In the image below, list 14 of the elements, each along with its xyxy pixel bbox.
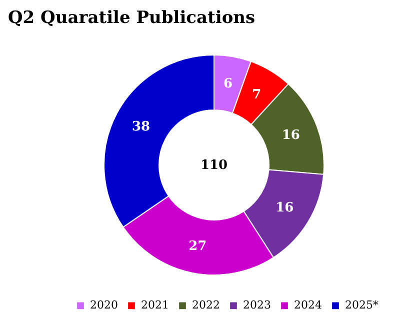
data-label: 16 (282, 128, 300, 144)
data-label: 16 (276, 200, 294, 216)
legend-label: 2023 (243, 298, 271, 312)
legend-label: 2025* (345, 298, 379, 312)
text: 110 (200, 158, 228, 173)
legend-label: 2020 (90, 298, 118, 312)
legend-label: 2024 (294, 298, 322, 312)
data-label: 7 (252, 87, 262, 102)
data-label: 27 (188, 238, 207, 254)
legend-label: 2021 (141, 298, 169, 312)
data-label: 38 (132, 120, 150, 134)
chart-title: Q2 Quaratile Publications (8, 8, 256, 28)
legend-label: 2022 (192, 298, 220, 312)
data-label: 6 (224, 76, 233, 92)
